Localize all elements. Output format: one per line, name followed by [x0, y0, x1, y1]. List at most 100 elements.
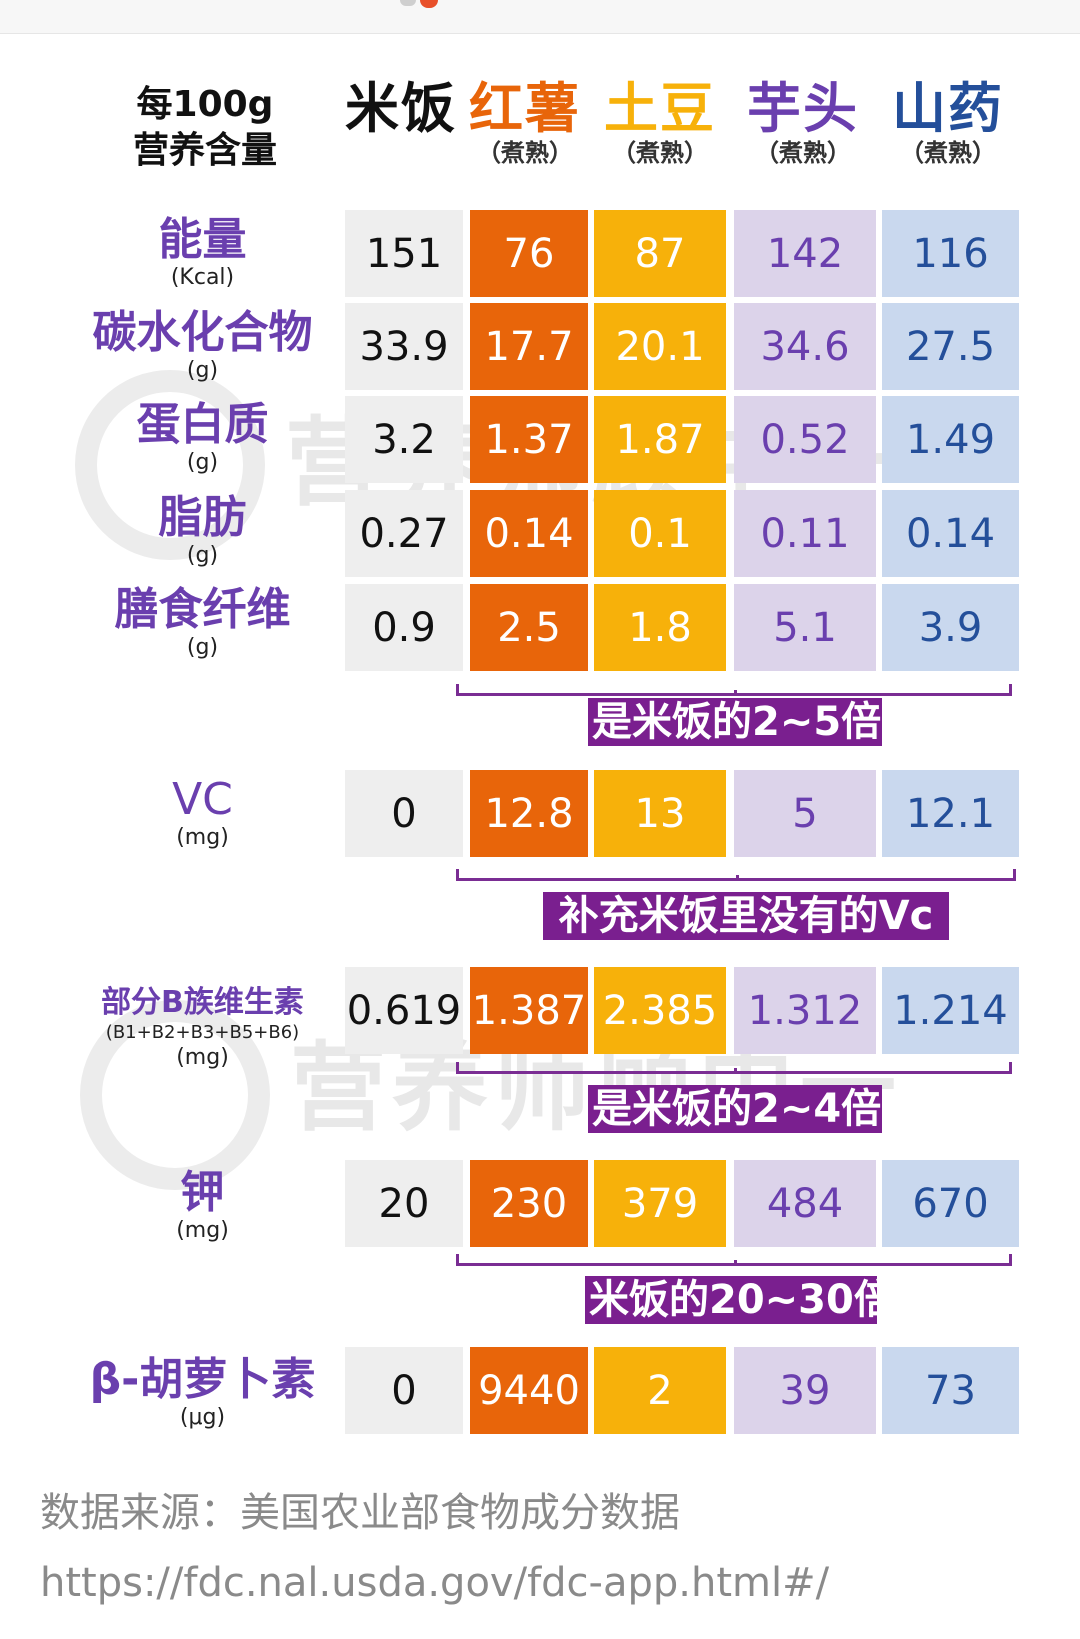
comparison-note: 米饭的20~30倍	[585, 1276, 894, 1324]
row-label-unit: (Kcal)	[170, 265, 235, 290]
table-cell: 379	[594, 1160, 726, 1247]
row-label-unit: (g)	[186, 635, 219, 660]
table-cell: 0.619	[345, 967, 463, 1054]
table-cell: 116	[882, 210, 1019, 297]
table-cell: 0.14	[882, 490, 1019, 577]
row-label-unit: (g)	[186, 450, 219, 475]
table-cell: 34.6	[734, 303, 876, 390]
row-label-protein: 蛋白质 (g)	[80, 400, 325, 476]
source-url[interactable]: https://fdc.nal.usda.gov/fdc-app.html#/	[40, 1560, 830, 1606]
table-cell: 87	[594, 210, 726, 297]
bracket	[456, 869, 1016, 881]
table-cell: 9440	[470, 1347, 588, 1434]
table-cell: 0	[345, 770, 463, 857]
row-label-vitamin-b: 部分B族维生素 (B1+B2+B3+B5+B6) (mg)	[80, 985, 325, 1071]
table-cell: 0.11	[734, 490, 876, 577]
comparison-note: 补充米饭里没有的Vc	[543, 892, 949, 940]
table-cell: 151	[345, 210, 463, 297]
row-label-fiber: 膳食纤维 (g)	[80, 585, 325, 661]
bracket	[456, 1062, 1012, 1074]
row-label-unit: (g)	[186, 358, 219, 383]
table-cell: 13	[594, 770, 726, 857]
table-cell: 17.7	[470, 303, 588, 390]
food-name: 芋头	[747, 77, 859, 140]
row-label-unit: (mg)	[176, 825, 229, 850]
row-label-unit: (g)	[186, 543, 219, 568]
source-label: 数据来源：美国农业部食物成分数据	[40, 1490, 680, 1536]
table-cell: 2	[594, 1347, 726, 1434]
comparison-note: 是米饭的2~4倍	[588, 1085, 882, 1133]
row-label-carbohydrate: 碳水化合物 (g)	[80, 308, 325, 384]
food-name: 山药	[892, 77, 1004, 140]
top-bar-icon	[420, 0, 438, 8]
row-label-text: 能量	[158, 214, 247, 265]
table-cell: 2.385	[594, 967, 726, 1054]
table-cell: 39	[734, 1347, 876, 1434]
table-cell: 0.9	[345, 584, 463, 671]
table-cell: 142	[734, 210, 876, 297]
row-label-text: 钾	[180, 1167, 225, 1218]
table-cell: 1.312	[734, 967, 876, 1054]
column-header-taro: 芋头 （煮熟）	[732, 78, 874, 168]
food-note: （煮熟）	[900, 139, 996, 167]
table-cell: 0.52	[734, 396, 876, 483]
table-cell: 73	[882, 1347, 1019, 1434]
food-note: （煮熟）	[755, 139, 851, 167]
table-cell: 12.8	[470, 770, 588, 857]
table-cell: 1.87	[594, 396, 726, 483]
table-cell: 0	[345, 1347, 463, 1434]
table-cell: 76	[470, 210, 588, 297]
table-cell: 1.214	[882, 967, 1019, 1054]
row-label-text: VC	[172, 774, 233, 825]
row-label-formula: (B1+B2+B3+B5+B6)	[105, 1022, 300, 1043]
row-label-potassium: 钾 (mg)	[80, 1168, 325, 1244]
column-header-sweet-potato: 红薯 （煮熟）	[462, 78, 588, 168]
row-label-text: 碳水化合物	[92, 307, 313, 358]
column-header-potato: 土豆 （煮熟）	[592, 78, 728, 168]
row-label-beta-carotene: β-胡萝卜素 (μg)	[80, 1355, 325, 1431]
table-cell: 670	[882, 1160, 1019, 1247]
table-cell: 27.5	[882, 303, 1019, 390]
table-cell: 0.14	[470, 490, 588, 577]
table-cell: 1.387	[470, 967, 588, 1054]
table-cell: 484	[734, 1160, 876, 1247]
row-label-text: 膳食纤维	[114, 584, 291, 635]
table-cell: 20.1	[594, 303, 726, 390]
table-cell: 0.27	[345, 490, 463, 577]
corner-label-line2: 营养含量	[132, 130, 277, 171]
table-cell: 2.5	[470, 584, 588, 671]
row-label-unit: (μg)	[179, 1405, 226, 1430]
food-name: 土豆	[604, 77, 716, 140]
corner-label: 每100g 营养含量	[95, 82, 315, 174]
table-cell: 1.8	[594, 584, 726, 671]
row-label-text: 蛋白质	[136, 399, 269, 450]
table-cell: 3.9	[882, 584, 1019, 671]
row-label-text: 脂肪	[158, 492, 247, 543]
row-label-unit: (mg)	[176, 1218, 229, 1243]
table-cell: 5.1	[734, 584, 876, 671]
table-cell: 12.1	[882, 770, 1019, 857]
column-header-yam: 山药 （煮熟）	[878, 78, 1018, 168]
table-cell: 0.1	[594, 490, 726, 577]
food-name: 红薯	[469, 77, 581, 140]
row-label-text: β-胡萝卜素	[89, 1354, 316, 1405]
table-cell: 230	[470, 1160, 588, 1247]
top-bar-icon	[400, 0, 416, 6]
row-label-unit: (mg)	[176, 1045, 229, 1070]
table-cell: 33.9	[345, 303, 463, 390]
row-label-fat: 脂肪 (g)	[80, 493, 325, 569]
column-header-rice: 米饭	[342, 78, 460, 140]
table-cell: 5	[734, 770, 876, 857]
row-label-vc: VC (mg)	[80, 775, 325, 851]
food-note: （煮熟）	[477, 139, 573, 167]
table-cell: 20	[345, 1160, 463, 1247]
row-label-energy: 能量 (Kcal)	[80, 215, 325, 291]
corner-label-line1: 每100g	[136, 84, 274, 125]
food-name: 米饭	[345, 77, 457, 140]
table-cell: 3.2	[345, 396, 463, 483]
comparison-note: 是米饭的2~5倍	[588, 698, 882, 746]
row-label-text: 部分B族维生素	[101, 985, 304, 1020]
table-cell: 1.37	[470, 396, 588, 483]
bracket	[456, 684, 1012, 696]
table-cell: 1.49	[882, 396, 1019, 483]
